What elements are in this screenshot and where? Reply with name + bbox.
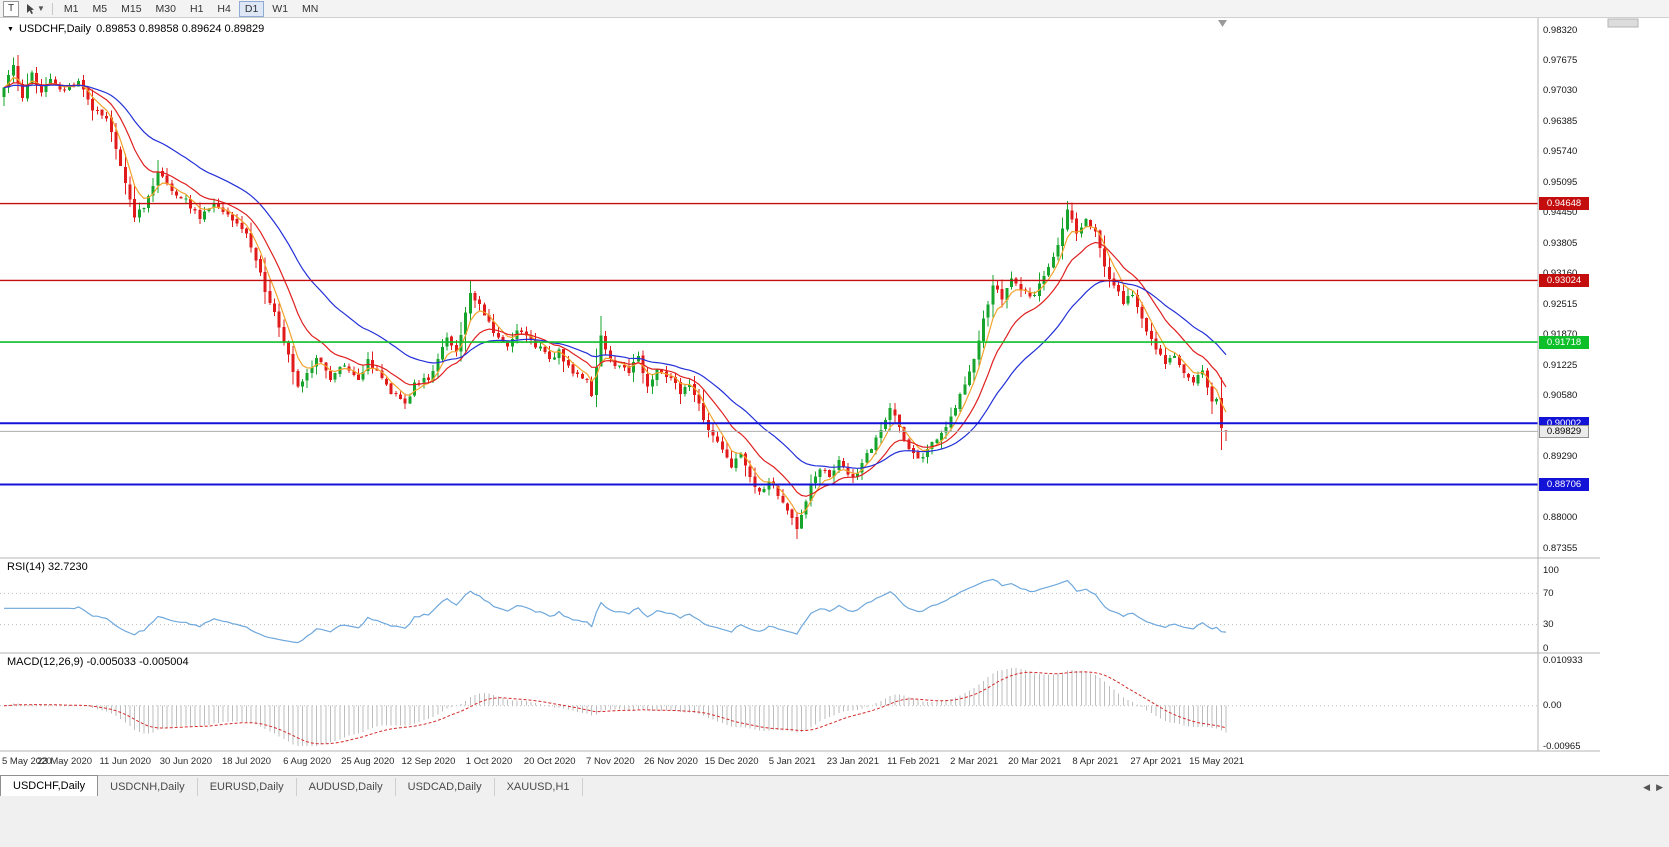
price-axis-label: 0.91870: [1543, 329, 1577, 340]
timeframe-button-m15[interactable]: M15: [121, 2, 142, 15]
chart-shift-marker-icon[interactable]: [1218, 20, 1227, 27]
price-line-tag: 0.88706: [1539, 478, 1589, 492]
candlestick-series: [2, 54, 1228, 539]
rsi-axis-label: 70: [1543, 587, 1554, 599]
macd-axis-label: -0.00965: [1543, 740, 1581, 752]
macd-axis-label: 0.010933: [1543, 654, 1583, 666]
date-axis-label: 6 Aug 2020: [283, 756, 332, 767]
timeframe-button-w1[interactable]: W1: [272, 2, 289, 15]
rsi-line: [4, 578, 1227, 644]
timeframe-button-h1[interactable]: H1: [189, 2, 204, 15]
date-axis-label: 25 Aug 2020: [341, 756, 395, 767]
date-axis-label: 30 Jun 2020: [159, 756, 213, 767]
date-axis-label: 2 Mar 2021: [950, 756, 999, 767]
toolbar-separator: [51, 2, 53, 15]
price-line-tag: 0.91718: [1539, 335, 1589, 349]
tab-usdcad-daily[interactable]: USDCAD,Daily: [396, 778, 495, 796]
macd-histogram: [8, 668, 1227, 746]
rsi-axis-label: 30: [1543, 619, 1554, 631]
timeframe-buttons: M1 M5 M15 M30 H1 H4 D1 W1 MN: [57, 0, 325, 17]
price-axis-label: 0.89290: [1543, 451, 1578, 463]
price-line-tag: 0.93024: [1539, 273, 1589, 287]
scrollbar-thumb[interactable]: [1607, 18, 1639, 28]
timeframe-button-m5[interactable]: M5: [92, 2, 108, 15]
date-axis-label: 15 May 2021: [1189, 756, 1245, 767]
ma-line-slow[interactable]: [3, 84, 1227, 469]
date-axis-label: 5 Jan 2021: [768, 756, 816, 767]
tab-scroll-left-icon[interactable]: ◀: [1643, 782, 1651, 792]
price-axis-label: 0.96385: [1543, 115, 1578, 127]
ma-line-fast[interactable]: [3, 76, 1227, 515]
price-axis-label: 0.88000: [1543, 512, 1578, 524]
rsi-axis-label: 100: [1543, 564, 1559, 576]
price-axis-label: 0.97675: [1543, 54, 1578, 66]
date-axis-label: 26 Nov 2020: [644, 756, 698, 767]
price-axis-label: 0.92515: [1543, 298, 1578, 310]
collapse-chart-icon[interactable]: ▼: [7, 25, 14, 33]
price-axis-label: 0.95095: [1543, 176, 1578, 188]
tab-eurusd-daily[interactable]: EURUSD,Daily: [198, 778, 297, 796]
date-axis-label: 11 Feb 2021: [887, 756, 940, 767]
timeframe-button-m30[interactable]: M30: [155, 2, 176, 15]
chart-tab-bar: USDCHF,Daily USDCNH,Daily EURUSD,Daily AUDU…: [0, 775, 1669, 796]
tab-audusd-daily[interactable]: AUDUSD,Daily: [297, 778, 396, 796]
tab-xauusd-h1[interactable]: XAUUSD,H1: [495, 778, 583, 796]
cursor-dropdown-icon[interactable]: ▼: [37, 4, 45, 13]
price-axis-label: 0.93805: [1543, 237, 1578, 249]
price-axis-label: 0.90580: [1543, 390, 1578, 402]
macd-indicator-label: MACD(12,26,9) -0.005033 -0.005004: [7, 656, 189, 668]
price-axis-label: 0.94450: [1543, 207, 1578, 219]
date-axis-label: 8 Apr 2021: [1072, 756, 1119, 767]
date-axis-label: 18 Jul 2020: [221, 756, 272, 767]
timeframe-button-mn[interactable]: MN: [302, 2, 319, 15]
cursor-tool-icon[interactable]: [23, 2, 37, 16]
chart-tabs: USDCHF,Daily USDCNH,Daily EURUSD,Daily AUDU…: [0, 775, 583, 796]
price-axis-label: 0.91225: [1543, 359, 1578, 371]
window-bottom-area: [0, 796, 1669, 847]
chart-title: ▼ USDCHF,Daily 0.89853 0.89858 0.89624 0…: [7, 23, 264, 35]
panel-separators: [0, 18, 1600, 752]
price-axis-label: 0.95740: [1543, 146, 1578, 158]
tab-scroll-arrows: ◀ ▶: [1643, 782, 1663, 793]
tab-usdchf-daily[interactable]: USDCHF,Daily: [0, 775, 99, 796]
timeframe-button-d1[interactable]: D1: [238, 0, 265, 17]
date-axis-label: 11 Jun 2020: [99, 756, 152, 767]
macd-axis-label: 0.00: [1543, 700, 1562, 712]
price-axis-label: 0.97030: [1543, 85, 1578, 97]
date-axis-label: 12 Sep 2020: [401, 756, 456, 767]
current-price-tag: 0.89829: [1539, 424, 1589, 438]
date-axis-label: 23 May 2020: [37, 756, 93, 767]
price-axis-label: 0.87355: [1543, 542, 1578, 554]
date-axis-label: 20 Mar 2021: [1008, 756, 1062, 767]
macd-signal-line: [3, 671, 1227, 745]
price-axis-label: 0.98320: [1543, 24, 1578, 36]
chart-ohlc-values: 0.89853 0.89858 0.89624 0.89829: [96, 23, 265, 35]
rsi-axis-label: 0: [1543, 642, 1549, 654]
date-axis-label: 7 Nov 2020: [586, 756, 635, 767]
tab-scroll-right-icon[interactable]: ▶: [1656, 782, 1663, 792]
date-axis-label: 23 Jan 2021: [826, 756, 879, 767]
ma-line-medium[interactable]: [3, 82, 1227, 497]
price-line-tag: 0.94648: [1539, 197, 1589, 211]
chart-symbol-timeframe: USDCHF,Daily: [18, 23, 92, 35]
templates-button[interactable]: T: [3, 0, 19, 17]
date-axis-label: 27 Apr 2021: [1130, 756, 1182, 767]
timeframe-button-m1[interactable]: M1: [63, 2, 79, 15]
toolbar: T ▼ M1 M5 M15 M30 H1 H4 D1 W1 MN: [0, 0, 1669, 18]
timeframe-button-h4[interactable]: H4: [217, 2, 231, 15]
date-axis-label: 5 May 2020: [2, 756, 52, 767]
tab-usdcnh-daily[interactable]: USDCNH,Daily: [98, 778, 198, 796]
rsi-indicator-label: RSI(14) 32.7230: [7, 561, 88, 573]
date-axis-label: 20 Oct 2020: [523, 756, 576, 767]
date-axis-label: 1 Oct 2020: [465, 756, 513, 767]
date-axis-label: 15 Dec 2020: [704, 756, 759, 767]
